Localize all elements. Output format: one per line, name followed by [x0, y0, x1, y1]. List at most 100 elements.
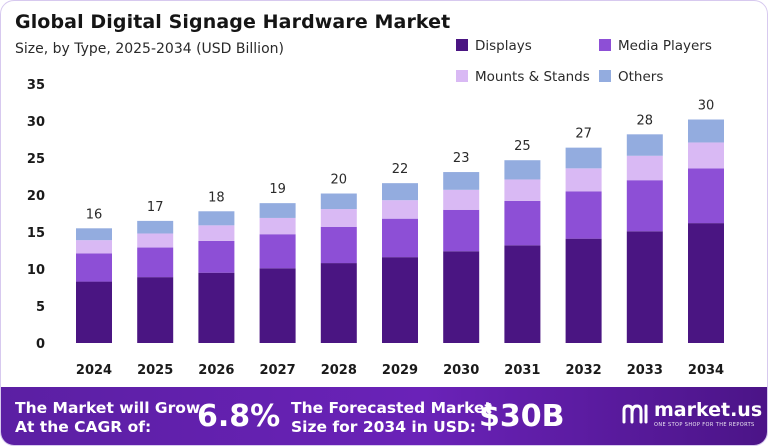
legend-item-displays: Displays	[456, 38, 532, 54]
x-tick-label: 2028	[321, 363, 357, 378]
y-tick-label: 5	[36, 300, 45, 315]
legend-item-media-players: Media Players	[599, 38, 712, 54]
bar-total-label: 19	[269, 182, 286, 197]
cagr-value: 6.8%	[197, 399, 281, 434]
footer-banner: The Market will Grow At the CAGR of: 6.8…	[1, 387, 767, 445]
bar-segment-others	[688, 119, 724, 143]
chart-subtitle: Size, by Type, 2025-2034 (USD Billion)	[15, 41, 284, 57]
bar-segment-others	[320, 193, 357, 210]
bar-segment-displays	[137, 277, 174, 343]
cagr-caption-line2: At the CAGR of:	[15, 418, 152, 436]
bar-total-label: 23	[453, 151, 470, 166]
bar-segment-mounts-stands	[443, 189, 480, 210]
bar-segment-mounts-stands	[382, 200, 418, 219]
bar-total-label: 28	[637, 113, 654, 128]
bar-segment-displays	[565, 238, 602, 343]
bar-segment-mounts-stands	[259, 217, 296, 235]
bar-segment-displays	[259, 268, 296, 343]
cagr-caption: The Market will Grow At the CAGR of:	[15, 399, 200, 437]
bar-segment-media-players	[320, 226, 357, 264]
bar-segment-media-players	[259, 234, 296, 269]
x-tick-label: 2025	[137, 363, 173, 378]
bar-segment-displays	[320, 263, 357, 343]
bar-segment-mounts-stands	[320, 209, 357, 227]
bar-segment-displays	[382, 257, 418, 343]
legend-swatch-others	[599, 70, 611, 82]
bar-segment-displays	[626, 231, 663, 343]
y-tick-label: 30	[27, 115, 45, 130]
forecast-caption-line1: The Forecasted Market	[291, 399, 492, 417]
x-tick-label: 2026	[198, 363, 234, 378]
bar-segment-media-players	[382, 218, 418, 258]
x-tick-label: 2031	[504, 363, 540, 378]
bar-segment-others	[443, 172, 480, 190]
bar-segment-mounts-stands	[565, 168, 602, 192]
bar-segment-mounts-stands	[626, 155, 663, 181]
market-us-logo-icon	[622, 404, 648, 424]
bar-segment-others	[137, 220, 174, 234]
x-tick-label: 2030	[443, 363, 479, 378]
forecast-value: $30B	[479, 399, 565, 434]
x-tick-label: 2034	[688, 363, 724, 378]
legend-swatch-media-players	[599, 39, 611, 51]
stacked-bar-chart: 0510152025303516202417202518202619202720…	[27, 78, 724, 378]
x-tick-label: 2033	[627, 363, 663, 378]
y-tick-label: 35	[27, 78, 45, 93]
y-tick-label: 10	[27, 263, 45, 278]
x-tick-label: 2032	[566, 363, 602, 378]
bar-total-label: 18	[208, 190, 225, 205]
bar-segment-media-players	[626, 180, 663, 232]
brand-tagline: ONE STOP SHOP FOR THE REPORTS	[654, 422, 755, 428]
bar-segment-others	[198, 211, 235, 226]
bar-total-label: 20	[331, 173, 348, 188]
y-tick-label: 25	[27, 152, 45, 167]
legend-swatch-displays	[456, 39, 468, 51]
y-tick-label: 20	[27, 189, 45, 204]
bar-segment-others	[504, 160, 541, 180]
legend-label-displays: Displays	[475, 38, 532, 54]
bar-segment-media-players	[443, 209, 480, 252]
bar-segment-mounts-stands	[688, 142, 724, 169]
bar-segment-displays	[76, 281, 112, 343]
legend-label-mounts-stands: Mounts & Stands	[475, 69, 590, 85]
bar-segment-displays	[198, 272, 235, 343]
bar-total-label: 27	[575, 127, 592, 142]
bar-segment-mounts-stands	[198, 225, 235, 241]
legend-item-mounts-stands: Mounts & Stands	[456, 69, 590, 85]
bar-segment-media-players	[198, 240, 235, 273]
y-tick-label: 0	[36, 337, 45, 352]
cagr-caption-line1: The Market will Grow	[15, 399, 201, 417]
legend-swatch-mounts-stands	[456, 70, 468, 82]
bar-segment-media-players	[137, 247, 174, 278]
legend-item-others: Others	[599, 69, 663, 85]
forecast-caption: The Forecasted Market Size for 2034 in U…	[291, 399, 492, 437]
x-tick-label: 2024	[76, 363, 112, 378]
bar-segment-others	[382, 183, 418, 201]
bar-segment-mounts-stands	[504, 179, 541, 201]
bar-segment-others	[565, 147, 602, 169]
x-tick-label: 2029	[382, 363, 418, 378]
bar-segment-media-players	[565, 191, 602, 239]
y-tick-label: 15	[27, 226, 45, 241]
bar-segment-media-players	[76, 253, 112, 282]
bar-total-label: 22	[392, 162, 409, 177]
x-tick-label: 2027	[260, 363, 296, 378]
bar-segment-displays	[688, 223, 724, 343]
bar-segment-mounts-stands	[137, 233, 174, 248]
legend-label-others: Others	[618, 69, 664, 85]
bar-segment-others	[259, 203, 296, 218]
bar-total-label: 25	[514, 139, 531, 154]
bar-segment-displays	[504, 245, 541, 343]
bar-segment-others	[626, 134, 663, 156]
chart-title: Global Digital Signage Hardware Market	[15, 11, 451, 33]
bar-total-label: 30	[698, 99, 715, 114]
bar-segment-media-players	[688, 168, 724, 224]
brand-name: market.us	[654, 399, 763, 421]
bar-total-label: 16	[86, 207, 103, 222]
forecast-caption-line2: Size for 2034 in USD:	[291, 418, 476, 436]
bar-total-label: 17	[147, 200, 164, 215]
bar-segment-others	[76, 228, 112, 241]
bar-segment-media-players	[504, 200, 541, 246]
bar-segment-displays	[443, 251, 480, 343]
